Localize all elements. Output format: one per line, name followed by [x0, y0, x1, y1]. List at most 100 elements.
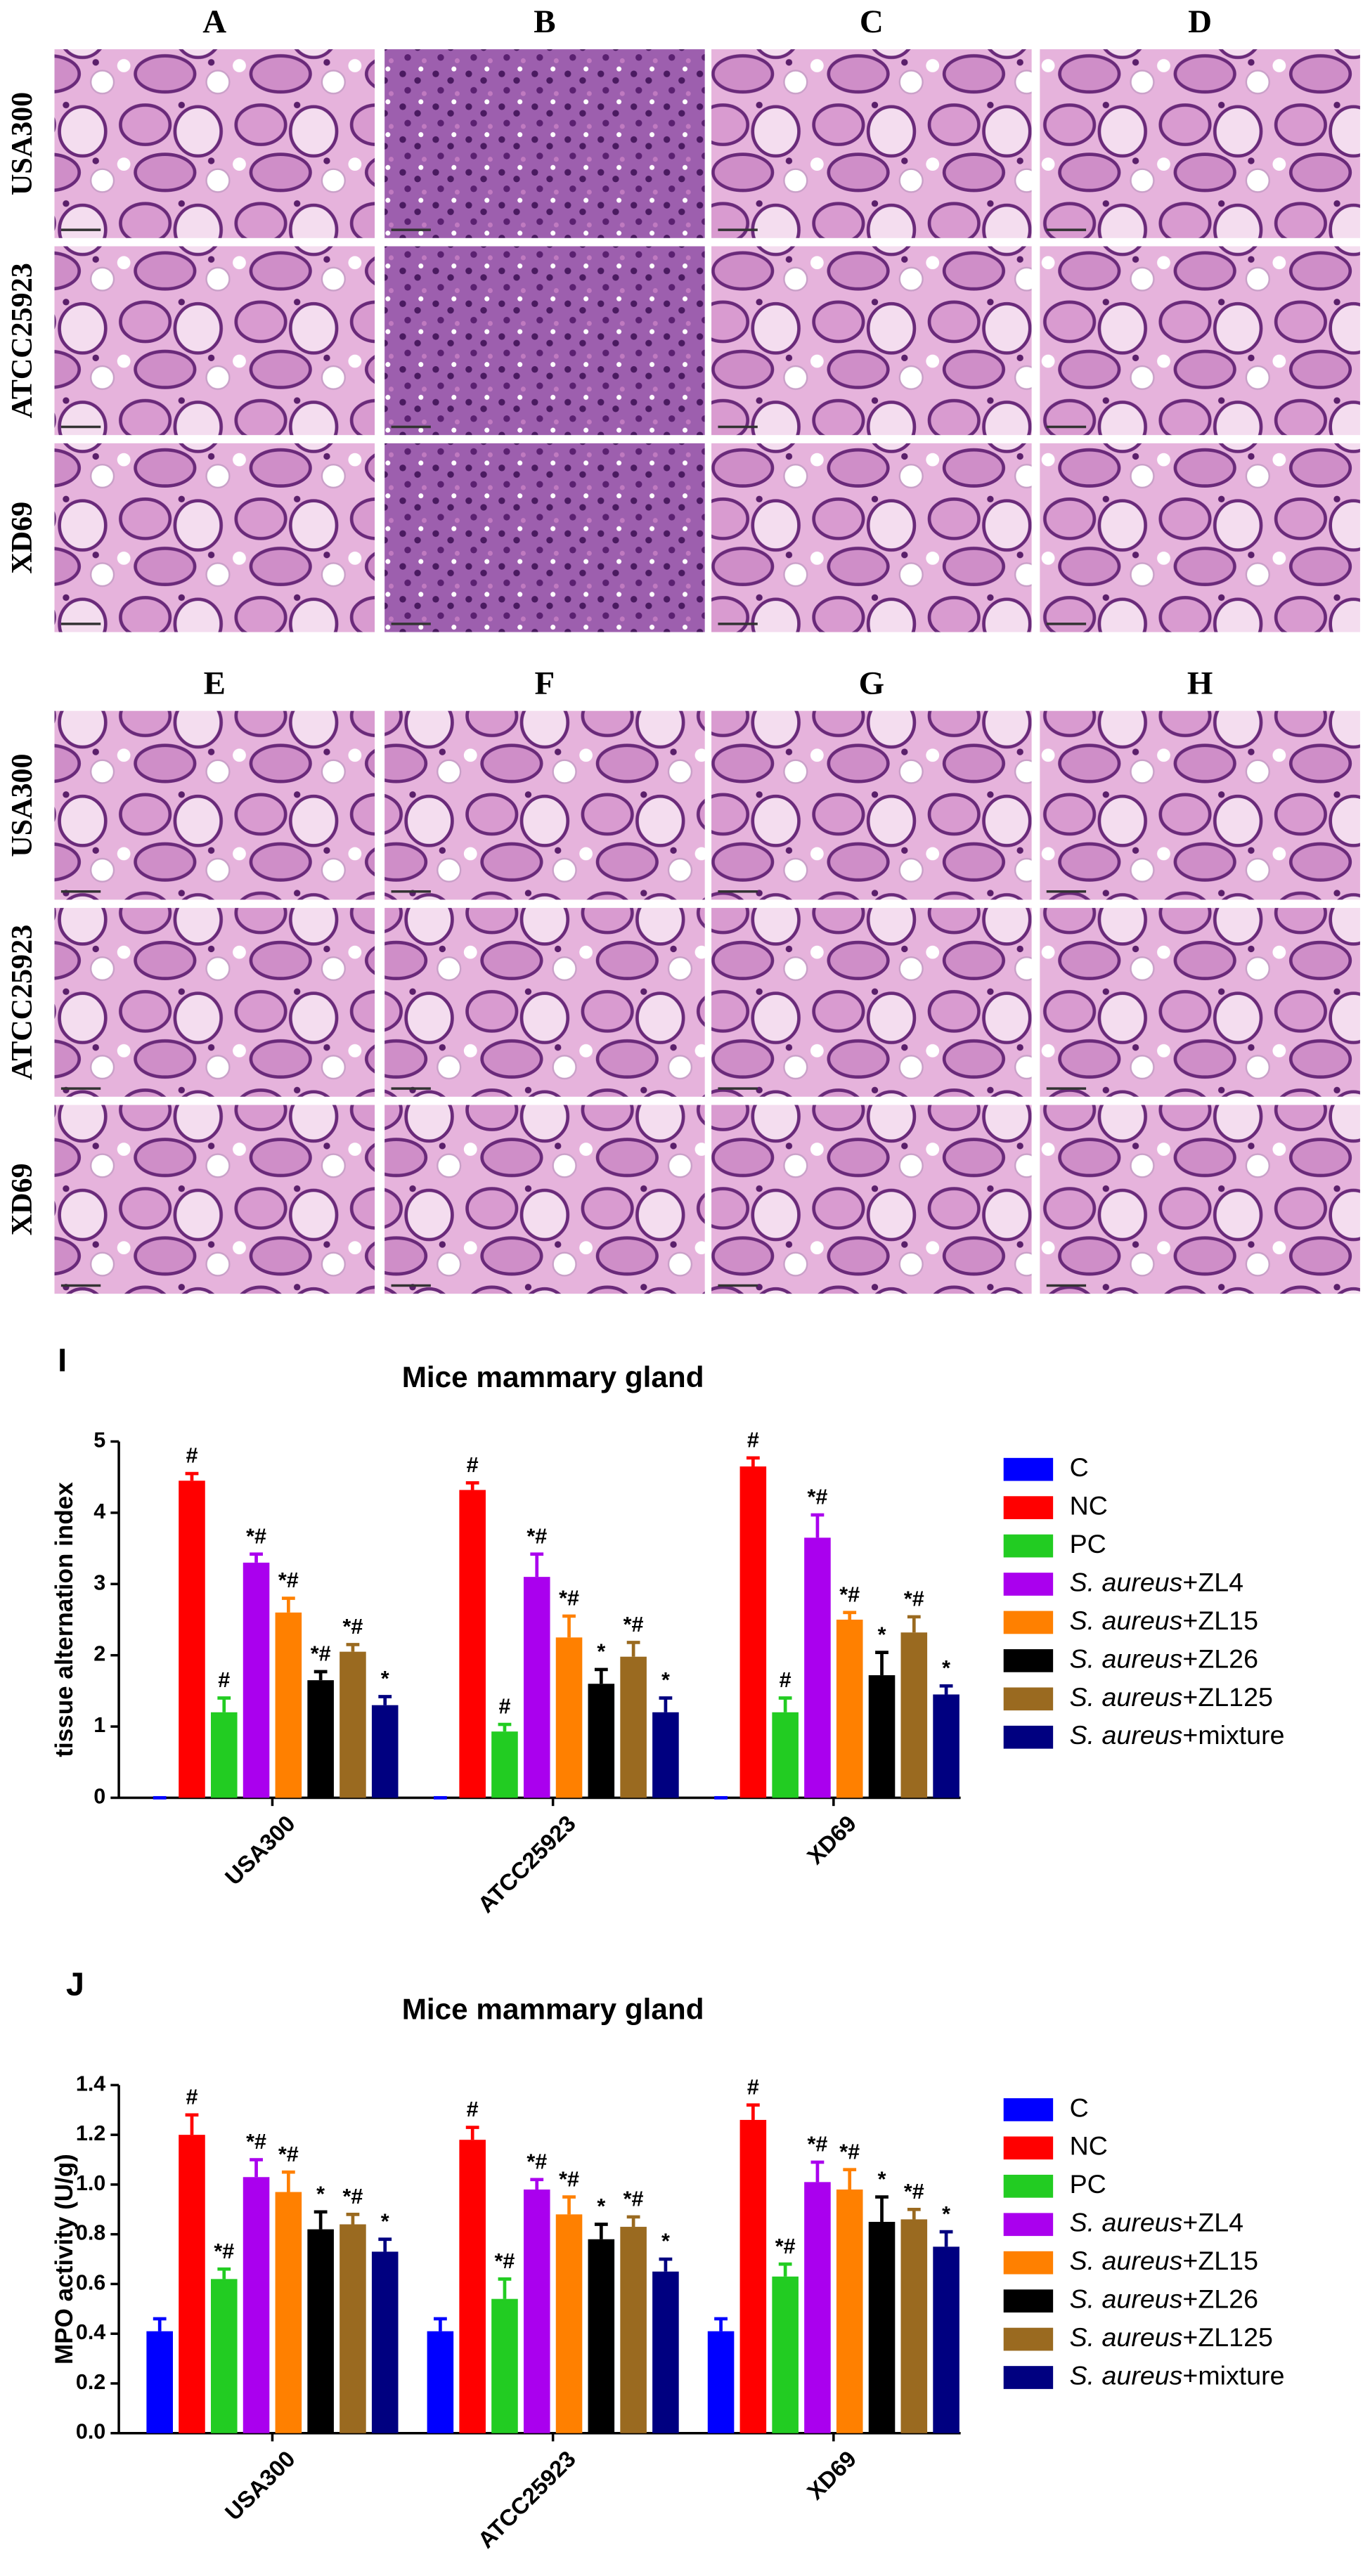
bar [804, 1537, 831, 1798]
significance-label: # [747, 2075, 759, 2099]
legend-swatch [1003, 1573, 1054, 1596]
bar [652, 2271, 679, 2433]
legend-label: S. aureus+mixture [1070, 1720, 1285, 1750]
legend-swatch [1003, 2174, 1054, 2198]
x-tick-label: USA300 [220, 1810, 300, 1889]
significance-label: *# [526, 2150, 547, 2174]
bar [739, 1466, 767, 1798]
histology-image [54, 908, 375, 1097]
row-label: USA300 [6, 92, 39, 195]
significance-label: *# [839, 1583, 860, 1607]
histology-image [1040, 710, 1360, 900]
legend-label: PC [1070, 2169, 1106, 2199]
histology-image [54, 443, 375, 632]
bar [179, 1481, 205, 1798]
legend-swatch [1003, 2289, 1054, 2312]
panel-label: J [66, 1966, 84, 2003]
legend-label: S. aureus+ZL15 [1070, 2246, 1258, 2275]
y-tick-label: 4 [93, 1500, 105, 1523]
bar [491, 1731, 518, 1798]
bar [772, 2276, 799, 2433]
histology-image [711, 908, 1032, 1097]
significance-label: * [381, 1667, 389, 1691]
legend-label: S. aureus+ZL125 [1070, 1682, 1273, 1712]
y-tick-label: 1.0 [76, 2171, 105, 2195]
panel-letter: C [860, 4, 884, 40]
legend-swatch [1003, 1611, 1054, 1634]
legend-swatch [1003, 1725, 1054, 1749]
bar [307, 2229, 334, 2433]
panel-letter: E [204, 665, 226, 701]
histology-image [1040, 246, 1360, 436]
bar [620, 2227, 647, 2433]
histology-image [54, 1105, 375, 1294]
histology-image [711, 246, 1032, 436]
significance-label: * [381, 2209, 389, 2233]
significance-label: * [942, 1656, 950, 1680]
bar [868, 1675, 896, 1798]
panel-letter: H [1187, 665, 1213, 701]
row-label: XD69 [6, 502, 39, 574]
bar [707, 2331, 735, 2433]
bar [555, 2214, 583, 2433]
panel-letter: D [1188, 4, 1212, 40]
bar [275, 1612, 302, 1798]
bar [427, 2331, 454, 2433]
panel-letter: B [534, 4, 555, 40]
bar [146, 2331, 173, 2433]
legend-swatch [1003, 1687, 1054, 1711]
legend-swatch [1003, 1534, 1054, 1558]
bar [340, 2224, 366, 2433]
row-label: ATCC25923 [6, 263, 39, 418]
significance-label: *# [214, 2239, 234, 2263]
legend-swatch [1003, 1649, 1054, 1672]
significance-label: *# [342, 2185, 363, 2209]
significance-label: * [597, 2194, 605, 2218]
significance-label: *# [808, 1485, 828, 1509]
significance-label: *# [342, 1615, 363, 1639]
significance-label: * [316, 2183, 325, 2206]
significance-label: * [878, 2167, 886, 2191]
significance-label: *# [904, 1587, 924, 1611]
bar [772, 1712, 799, 1798]
significance-label: *# [808, 2133, 828, 2157]
bar [804, 2182, 831, 2433]
row-label: USA300 [6, 753, 39, 857]
bar [933, 2246, 959, 2433]
histology-image [711, 443, 1032, 632]
histology-image [384, 443, 705, 632]
significance-label: * [597, 1640, 605, 1664]
bar [588, 2239, 615, 2433]
legend-label: S. aureus+ZL4 [1070, 1567, 1243, 1596]
bar [588, 1684, 615, 1798]
significance-label: # [498, 1695, 510, 1719]
histology-image [384, 49, 705, 238]
legend-label: S. aureus+ZL26 [1070, 2284, 1258, 2314]
histology-image [1040, 908, 1360, 1097]
chart-title: Mice mammary gland [402, 1992, 704, 2025]
panel-letter: G [859, 665, 885, 701]
significance-label: # [780, 1668, 791, 1692]
bar [900, 2219, 928, 2433]
histology-image [1040, 49, 1360, 238]
bar [275, 2192, 302, 2433]
legend-swatch [1003, 1457, 1054, 1481]
legend-swatch [1003, 2327, 1054, 2351]
significance-label: *# [495, 2249, 515, 2273]
bar [459, 2140, 486, 2433]
y-tick-label: 1 [93, 1713, 105, 1737]
significance-label: *# [559, 1587, 579, 1611]
significance-label: # [467, 2097, 479, 2121]
legend-swatch [1003, 2366, 1054, 2389]
y-tick-label: 0.2 [76, 2370, 105, 2394]
significance-label: # [467, 1453, 479, 1477]
histology-image [1040, 443, 1360, 632]
y-tick-label: 0 [93, 1785, 105, 1809]
bar [179, 2135, 205, 2433]
x-tick-label: XD69 [802, 2445, 861, 2504]
significance-label: *# [623, 1613, 644, 1637]
histology-image [384, 908, 705, 1097]
y-tick-label: 2 [93, 1642, 105, 1666]
histology-image [711, 1105, 1032, 1294]
histology-image [54, 246, 375, 436]
